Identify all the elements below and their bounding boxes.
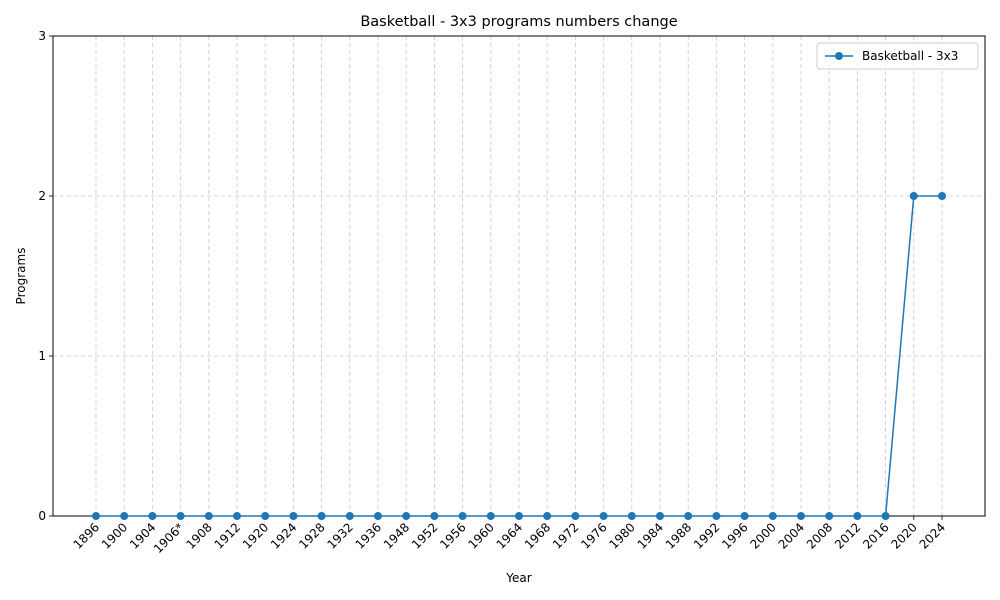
data-point <box>120 512 129 520</box>
x-axis-label: Year <box>505 571 531 585</box>
data-point <box>233 512 241 520</box>
data-point <box>402 512 411 520</box>
data-point <box>261 512 270 520</box>
data-point <box>345 512 354 520</box>
data-point <box>486 512 495 520</box>
data-point <box>430 512 439 520</box>
data-point <box>712 512 721 520</box>
data-point <box>684 512 693 520</box>
data-point <box>825 512 834 520</box>
data-point <box>881 512 890 520</box>
data-point <box>571 512 580 520</box>
data-point <box>740 512 749 520</box>
y-tick-label: 1 <box>38 349 46 363</box>
series-layer <box>92 192 946 520</box>
data-point <box>797 512 805 520</box>
data-point <box>515 512 523 520</box>
legend-box <box>816 42 979 70</box>
legend: Basketball - 3x3 <box>816 42 979 70</box>
data-point <box>656 512 664 520</box>
data-point <box>374 512 382 520</box>
data-point <box>599 512 608 520</box>
y-axis-label: Programs <box>14 248 28 305</box>
y-axis: 0 1 2 3 <box>38 29 53 523</box>
data-point <box>853 512 862 520</box>
y-tick-label: 0 <box>38 509 46 523</box>
grid-lines <box>53 35 985 517</box>
data-point <box>176 512 185 520</box>
data-point <box>768 512 777 520</box>
chart-title: Basketball - 3x3 programs numbers change <box>360 14 677 30</box>
data-point <box>938 192 946 200</box>
legend-point-marker <box>835 52 843 60</box>
data-point <box>204 512 213 520</box>
data-point <box>458 512 467 520</box>
y-tick-label: 3 <box>38 29 46 43</box>
data-point <box>289 512 298 520</box>
data-point <box>909 192 918 200</box>
data-point <box>627 512 636 520</box>
data-point <box>148 512 157 520</box>
y-tick-label: 2 <box>38 189 46 203</box>
data-point <box>92 512 100 520</box>
data-point <box>317 512 326 520</box>
data-point <box>543 512 552 520</box>
legend-label: Basketball - 3x3 <box>862 49 958 63</box>
